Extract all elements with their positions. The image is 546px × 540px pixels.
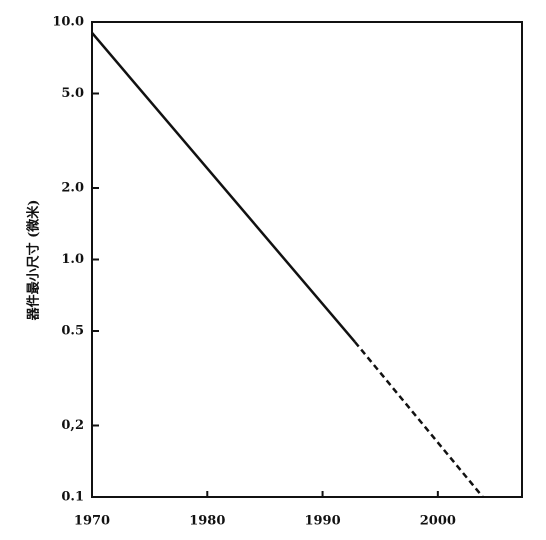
x-tick-label: 1980 (189, 514, 225, 529)
y-tick-label: 5.0 (61, 86, 84, 101)
y-tick-label: 1.0 (61, 252, 84, 267)
y-tick-label: 0,2 (61, 418, 84, 433)
y-axis-label: 器件最小尺寸 (微米) (26, 200, 42, 322)
data-line (91, 32, 356, 343)
data-line (353, 341, 484, 498)
y-tick-label: 2.0 (61, 181, 84, 196)
y-tick-label: 10.0 (52, 15, 84, 30)
y-tick-label: 0.5 (61, 323, 84, 338)
y-tick-label: 0.1 (61, 490, 84, 505)
x-tick-label: 1970 (74, 514, 110, 529)
x-tick-label: 2000 (420, 514, 456, 529)
plot-frame (91, 21, 523, 498)
x-tick-label: 1990 (304, 514, 340, 529)
